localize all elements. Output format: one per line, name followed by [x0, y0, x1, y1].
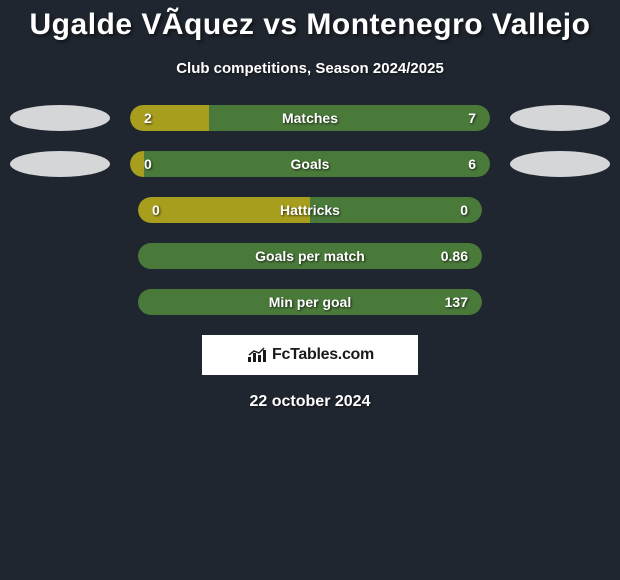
- stat-value-left: 0: [152, 202, 160, 218]
- player-left-ellipse: [10, 151, 110, 177]
- stat-label: Hattricks: [280, 202, 340, 218]
- player-right-ellipse: [510, 151, 610, 177]
- stat-bar: 0 Hattricks 0: [138, 197, 482, 223]
- logo-box: FcTables.com: [202, 335, 418, 375]
- stat-value-right: 6: [468, 156, 476, 172]
- stat-label: Matches: [282, 110, 338, 126]
- stat-value-right: 0: [460, 202, 468, 218]
- subtitle: Club competitions, Season 2024/2025: [176, 60, 444, 77]
- comparison-container: Ugalde VÃquez vs Montenegro Vallejo Club…: [0, 0, 620, 411]
- page-title: Ugalde VÃquez vs Montenegro Vallejo: [30, 8, 591, 42]
- stat-label: Min per goal: [269, 294, 351, 310]
- stat-value-right: 7: [468, 110, 476, 126]
- stat-bar: Goals per match 0.86: [138, 243, 482, 269]
- stat-bar: 0 Goals 6: [130, 151, 490, 177]
- player-left-ellipse: [10, 105, 110, 131]
- stat-bar: Min per goal 137: [138, 289, 482, 315]
- stat-label: Goals per match: [255, 248, 365, 264]
- stat-row: Min per goal 137: [0, 289, 620, 315]
- stat-row: 2 Matches 7: [0, 105, 620, 131]
- stat-row: Goals per match 0.86: [0, 243, 620, 269]
- stat-value-right: 137: [445, 294, 468, 310]
- stat-value-left: 2: [144, 110, 152, 126]
- stat-bar: 2 Matches 7: [130, 105, 490, 131]
- date-text: 22 october 2024: [250, 393, 371, 411]
- stat-label: Goals: [291, 156, 330, 172]
- stat-value-left: 0: [144, 156, 152, 172]
- stat-value-right: 0.86: [441, 248, 468, 264]
- stat-row: 0 Hattricks 0: [0, 197, 620, 223]
- player-right-ellipse: [510, 105, 610, 131]
- chart-icon: [246, 346, 268, 364]
- stats-list: 2 Matches 7 0 Goals 6 0 Hattricks 0 Goals per mat…: [0, 105, 620, 315]
- stat-row: 0 Goals 6: [0, 151, 620, 177]
- logo-text: FcTables.com: [272, 346, 374, 364]
